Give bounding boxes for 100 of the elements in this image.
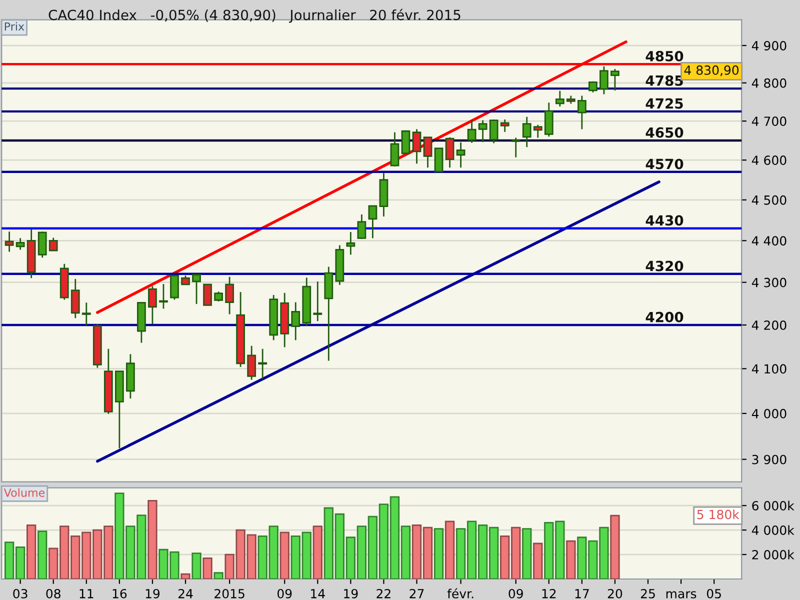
candlestick — [170, 274, 179, 300]
x-tick-label: 05 — [706, 588, 721, 598]
candlestick — [48, 237, 58, 252]
x-tick-label: 11 — [80, 589, 94, 598]
bar — [610, 514, 620, 579]
bar — [533, 542, 543, 579]
x-tick-label: 19 — [344, 588, 358, 598]
y-tick-label: 4 300 — [752, 278, 786, 288]
y-tick-label: 4 000 — [752, 408, 786, 418]
candlestick — [522, 116, 532, 148]
y-tick-label: 4 100 — [752, 364, 786, 374]
ref-line-label: 4320 — [646, 260, 684, 272]
candlestick — [70, 278, 80, 319]
chart-title: CAC40 Index -0,05% (4 830,90) Journalier 20 févr. 2015 — [48, 8, 460, 23]
y-axis-title: Prix — [4, 22, 24, 31]
x-tick-label: 20 — [608, 588, 622, 598]
x-tick-label: 09 — [277, 588, 292, 598]
candlestick — [610, 68, 620, 92]
x-tick-label: 19 — [146, 588, 160, 598]
candlestick — [511, 137, 520, 158]
bar — [312, 526, 322, 579]
candlestick — [577, 95, 586, 130]
y-tick-label: 4 200 — [752, 320, 786, 330]
candlestick — [555, 90, 564, 108]
bar — [434, 528, 444, 579]
candlestick — [467, 119, 476, 144]
y-tick-label: 2 000k — [752, 550, 794, 560]
candlestick — [544, 102, 554, 138]
bar — [26, 524, 36, 579]
candlestick — [203, 284, 212, 306]
bar — [214, 572, 224, 579]
y-tick-label: 4 700 — [752, 116, 786, 126]
y-tick-label: 4 900 — [752, 40, 786, 50]
x-tick-label: 14 — [311, 589, 325, 598]
x-tick-label: 09 — [508, 588, 523, 598]
bar — [444, 520, 455, 579]
candlestick — [4, 230, 14, 253]
candlestick — [500, 118, 510, 133]
ref-line-label: 4725 — [646, 98, 683, 109]
bar — [280, 532, 290, 579]
ref-line-label: 4850 — [646, 50, 684, 62]
x-tick-label: 22 — [376, 588, 390, 598]
candlestick — [412, 128, 422, 164]
y-tick-label: 4 400 — [752, 236, 786, 246]
candlestick — [258, 348, 268, 380]
candlestick — [357, 214, 366, 240]
x-tick-label: 25 — [640, 588, 655, 598]
bar — [148, 500, 158, 579]
x-tick-label: mars — [666, 591, 696, 598]
x-tick-label: 03 — [13, 588, 28, 598]
candlestick — [16, 237, 25, 250]
candlestick — [533, 124, 542, 138]
y-axis-title: Volume — [4, 488, 45, 497]
candlestick — [445, 136, 454, 168]
ref-line-label: 4785 — [646, 75, 683, 86]
candlestick — [247, 345, 256, 380]
candlestick — [313, 280, 322, 322]
candlestick — [478, 120, 488, 143]
candlestick — [390, 132, 400, 168]
y-tick-label: 4 800 — [752, 78, 786, 88]
annotation: 4 830,90 — [684, 65, 739, 76]
y-tick-label: 3 900 — [752, 454, 786, 464]
candlestick — [423, 136, 432, 168]
candlestick — [38, 230, 47, 258]
candlestick — [456, 142, 466, 168]
x-tick-label: 17 — [575, 589, 589, 598]
x-tick-label: 24 — [178, 588, 193, 598]
ref-line-label: 4570 — [646, 158, 684, 170]
candlestick — [489, 118, 498, 144]
x-tick-label: févr. — [447, 588, 474, 598]
y-tick-label: 4 600 — [752, 156, 786, 165]
candlestick — [192, 274, 201, 305]
x-tick-label: 16 — [112, 588, 127, 598]
candlestick — [82, 302, 91, 326]
candlestick — [148, 285, 157, 325]
bar — [202, 557, 212, 579]
candlestick — [214, 290, 223, 302]
bar — [38, 530, 48, 579]
annotation: 5 180k — [697, 510, 740, 520]
x-tick-label: 2015 — [214, 588, 244, 598]
candlestick — [600, 66, 608, 95]
candlestick — [434, 148, 444, 172]
bar — [566, 540, 576, 579]
x-tick-label: 27 — [410, 588, 424, 598]
candlestick — [225, 276, 234, 315]
y-tick-label: 4 000k — [752, 525, 794, 535]
candlestick — [159, 283, 168, 310]
candlestick — [368, 205, 378, 239]
candlestick — [291, 302, 300, 341]
y-tick-label: 6 000k — [752, 500, 794, 510]
ref-line-label: 4650 — [646, 127, 684, 138]
x-tick-label: 08 — [46, 588, 60, 598]
bar — [522, 528, 532, 579]
x-tick-label: 12 — [542, 588, 556, 598]
ref-line-label: 4430 — [646, 215, 684, 226]
ref-line-label: 4200 — [646, 312, 684, 322]
bar — [180, 573, 190, 579]
y-tick-label: 4 500 — [752, 195, 786, 205]
candlestick — [346, 231, 356, 256]
bar — [192, 552, 202, 579]
